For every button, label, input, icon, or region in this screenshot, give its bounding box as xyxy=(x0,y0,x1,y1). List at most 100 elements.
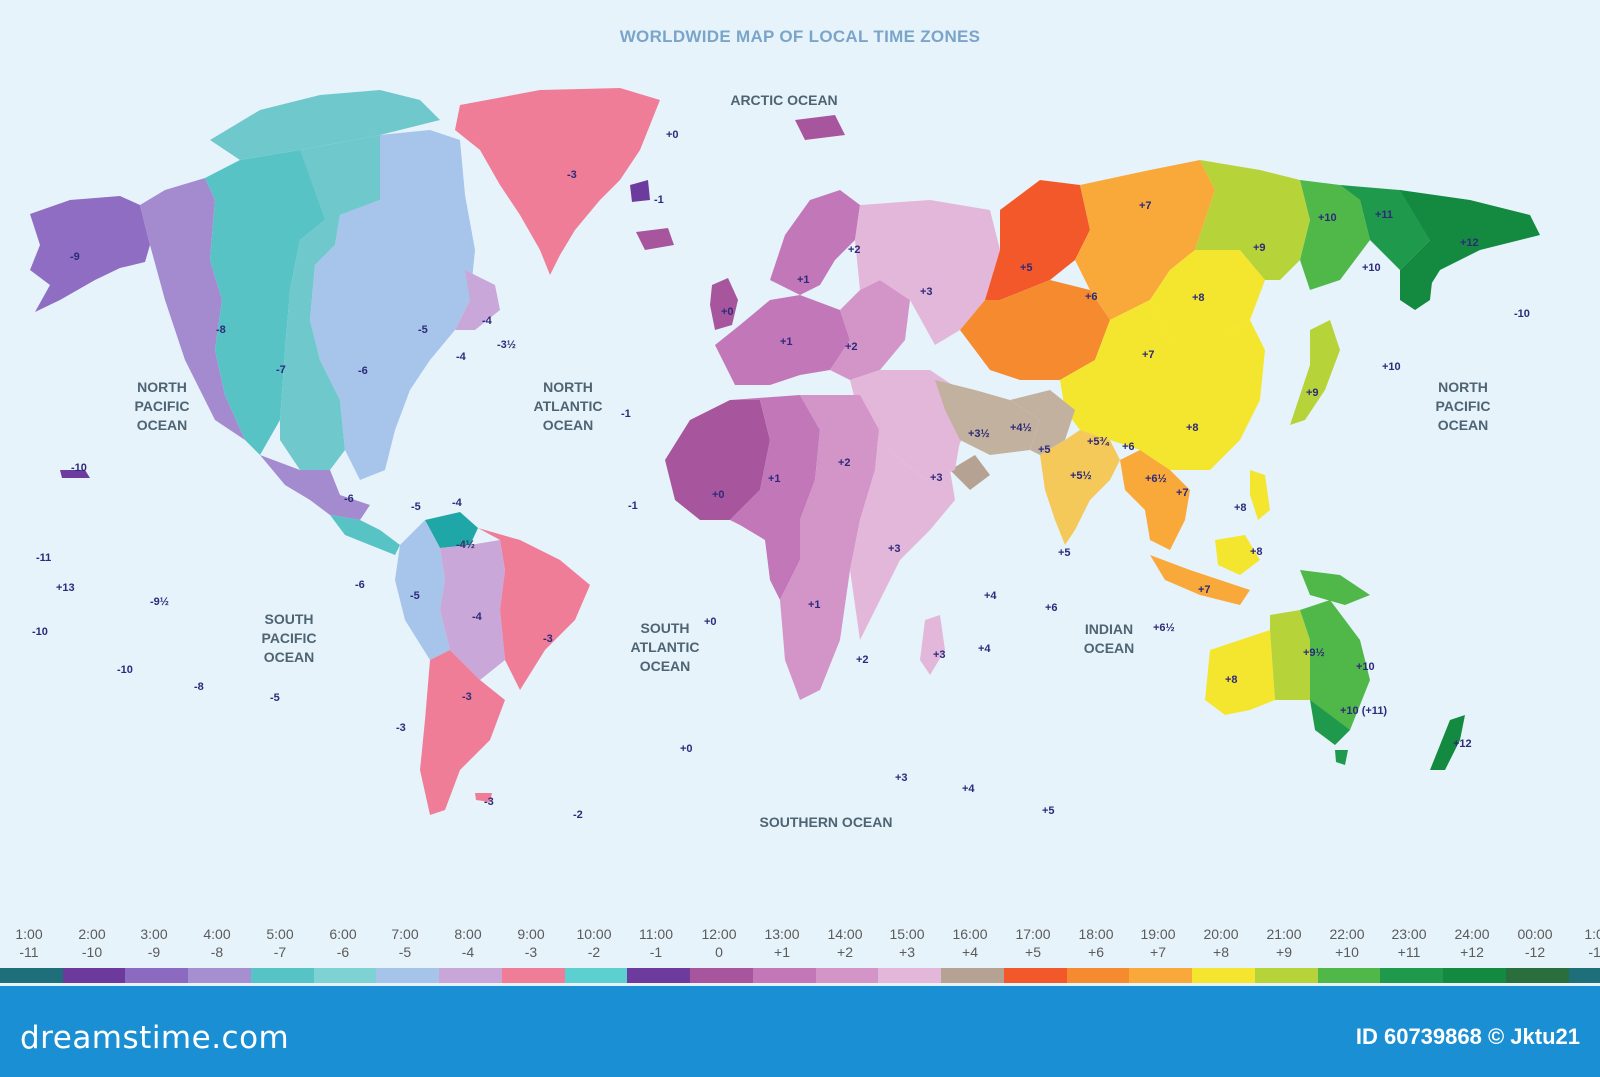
legend-time-4: 5:00 xyxy=(266,926,294,942)
russia-moscow-region xyxy=(855,200,1000,345)
africa-cet-region xyxy=(730,395,820,600)
indian-ocean-label-2: OCEAN xyxy=(1084,640,1135,656)
japan-region xyxy=(1290,320,1340,425)
scandinavia-region xyxy=(770,190,860,295)
zone-label-chile-island: -3 xyxy=(396,722,406,734)
zone-label-azores: -1 xyxy=(621,408,631,420)
legend-swatch-8 xyxy=(502,968,565,983)
legend-time-1: 2:00 xyxy=(78,926,106,942)
legend-offset-6: -5 xyxy=(398,944,412,960)
zone-label-mexico: -6 xyxy=(344,493,354,505)
legend-time-11: 12:00 xyxy=(701,926,737,942)
indian-ocean-label-1: INDIAN xyxy=(1085,621,1133,637)
legend-offset-11: 0 xyxy=(715,944,723,960)
legend-time-10: 11:00 xyxy=(639,926,673,942)
south-pacific-label-1: SOUTH xyxy=(265,611,314,627)
zone-label-aus-w: +8 xyxy=(1225,674,1238,686)
venezuela-region xyxy=(425,512,478,548)
legend-swatch-6 xyxy=(376,968,439,983)
zone-label-eet: +2 xyxy=(845,341,858,353)
zone-label-africa-1: +1 xyxy=(808,599,821,611)
zone-label-caribbean: -5 xyxy=(411,501,421,513)
legend-time-8: 9:00 xyxy=(517,926,545,942)
zone-label-tahiti: -10 xyxy=(117,664,133,676)
zone-label-galapagos: -6 xyxy=(355,579,365,591)
world-map: ARCTIC OCEAN NORTH PACIFIC OCEAN NORTH A… xyxy=(30,88,1540,830)
zone-label-africa-eet: +2 xyxy=(838,457,851,469)
north-pacific-east-label-3: OCEAN xyxy=(1438,417,1489,433)
zone-label-alaska: -9 xyxy=(70,251,80,263)
zone-label-saudi: +3 xyxy=(930,472,943,484)
zone-label-caribbean-e: -4 xyxy=(452,497,463,509)
legend-swatch-18 xyxy=(1129,968,1192,983)
legend-swatch-19 xyxy=(1192,968,1255,983)
oman-region xyxy=(950,455,990,490)
legend-swatch-22 xyxy=(1380,968,1443,983)
legend-time-5: 6:00 xyxy=(329,926,357,942)
legend-offset-9: -2 xyxy=(587,944,601,960)
legend-swatch-3 xyxy=(188,968,251,983)
australia-southeast-region xyxy=(1310,700,1350,745)
zone-label-russia8: +8 xyxy=(1192,292,1205,304)
zone-label-indonesia-c: +8 xyxy=(1250,546,1263,558)
legend-offset-7: -4 xyxy=(461,944,475,960)
zone-label-mauritius: +4 xyxy=(978,643,991,655)
legend-offset-23: +12 xyxy=(1460,944,1484,960)
legend-swatch-17 xyxy=(1067,968,1130,983)
legend-time-23: 24:00 xyxy=(1454,926,1490,942)
brazil-east-region xyxy=(478,528,590,690)
map-title: WORLDWIDE MAP OF LOCAL TIME ZONES xyxy=(619,27,981,46)
legend-swatch-16 xyxy=(1004,968,1067,983)
legend-swatch-12 xyxy=(753,968,816,983)
legend-time-12: 13:00 xyxy=(764,926,800,942)
madagascar xyxy=(920,615,945,675)
footer-bar: dreamstime.com ID 60739868 © Jktu21 xyxy=(0,986,1600,1077)
south-america-central-region xyxy=(440,540,505,680)
zone-label-greenland: -3 xyxy=(567,169,577,181)
zone-label-chagos: +6 xyxy=(1045,602,1058,614)
zone-label-thailand: +7 xyxy=(1176,487,1189,499)
north-atlantic-label-3: OCEAN xyxy=(543,417,594,433)
zone-label-afghan: +4½ xyxy=(1010,422,1032,434)
legend-swatch-21 xyxy=(1318,968,1381,983)
legend-offset-0: -11 xyxy=(19,944,39,960)
legend-time-14: 15:00 xyxy=(889,926,925,942)
zone-label-indonesia-w: +7 xyxy=(1198,584,1211,596)
zone-label-atlantic-2: -4 xyxy=(456,351,467,363)
iceland xyxy=(636,228,674,250)
zone-label-africa-s: +2 xyxy=(856,654,869,666)
zone-label-china: +8 xyxy=(1186,422,1199,434)
alaska-region xyxy=(30,196,150,312)
zone-label-pitcairn: -8 xyxy=(194,681,204,693)
zone-label-aus-e: +10 xyxy=(1356,661,1375,673)
south-pacific-label-3: OCEAN xyxy=(264,649,315,665)
legend-offset-24: -12 xyxy=(1524,944,1546,960)
zone-label-newfoundland: -3½ xyxy=(497,339,516,351)
zone-label-bangladesh: +6 xyxy=(1122,441,1135,453)
zone-label-russia7: +7 xyxy=(1139,200,1152,212)
south-pacific-label-2: PACIFIC xyxy=(262,630,317,646)
greenland-east-region xyxy=(630,180,650,202)
zone-label-argentina: -3 xyxy=(462,691,472,703)
legend-swatch-23 xyxy=(1443,968,1506,983)
zone-label-russia11: +11 xyxy=(1375,209,1393,221)
zone-label-cape-verde: -1 xyxy=(628,500,638,512)
zone-label-madagascar: +3 xyxy=(933,649,946,661)
legend-offset-2: -9 xyxy=(147,944,161,960)
russia-plus9-region xyxy=(1195,160,1310,280)
india-region xyxy=(1040,430,1120,545)
south-atlantic-label-1: SOUTH xyxy=(641,620,690,636)
kazakhstan-region xyxy=(960,280,1110,380)
legend-offset-18: +7 xyxy=(1150,944,1166,960)
hawaii-islands xyxy=(60,470,90,478)
africa-eet-region xyxy=(780,395,880,700)
indonesia-west-region xyxy=(1150,555,1250,605)
zone-label-cocos: +6½ xyxy=(1153,622,1175,634)
zone-label-uk: +0 xyxy=(721,306,734,318)
zone-label-marquesas: -9½ xyxy=(150,596,169,608)
zone-label-eet-north: +2 xyxy=(848,244,861,256)
china-region xyxy=(1060,300,1265,470)
legend-swatch-0 xyxy=(0,968,63,983)
zone-label-hawaii: -10 xyxy=(71,462,87,474)
east-africa-region xyxy=(850,395,955,640)
